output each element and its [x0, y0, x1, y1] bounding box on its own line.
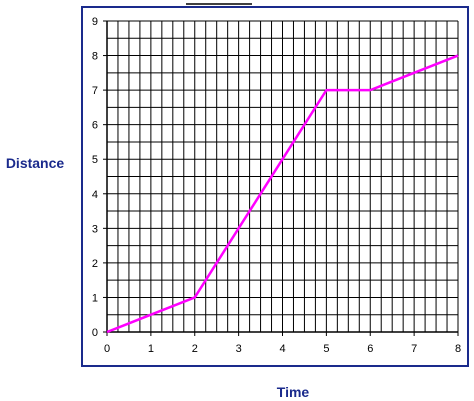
- x-tick-label: 1: [148, 343, 154, 355]
- y-tick-label: 5: [92, 154, 98, 166]
- y-tick-labels: 0 1 2 3 4 5 6 7 8 9: [92, 16, 107, 339]
- x-tick-label: 7: [411, 343, 417, 355]
- x-tick-label: 6: [367, 343, 373, 355]
- series: [106, 54, 459, 334]
- y-tick-label: 8: [92, 51, 98, 63]
- y-tick-label: 6: [92, 120, 98, 132]
- x-tick-label: 4: [279, 343, 285, 355]
- x-tick-label: 0: [104, 343, 110, 355]
- outer-frame-border: [81, 6, 469, 367]
- outer-frame: [81, 3, 469, 367]
- y-tick-label: 3: [92, 223, 98, 235]
- x-tick-label: 3: [236, 343, 242, 355]
- y-tick-label: 9: [92, 16, 98, 28]
- y-tick-label: 2: [92, 258, 98, 270]
- x-axis-title: Time: [277, 384, 310, 400]
- x-tick-label: 2: [192, 343, 198, 355]
- y-tick-label: 0: [92, 327, 98, 339]
- y-tick-label: 1: [92, 292, 98, 304]
- x-tick-label: 5: [323, 343, 329, 355]
- y-tick-label: 7: [92, 85, 98, 97]
- x-tick-labels: 0 1 2 3 4 5 6 7 8: [104, 332, 461, 355]
- x-tick-label: 8: [455, 343, 461, 355]
- y-tick-label: 4: [92, 189, 98, 201]
- series-line: [106, 54, 459, 334]
- y-axis-title: Distance: [6, 155, 65, 171]
